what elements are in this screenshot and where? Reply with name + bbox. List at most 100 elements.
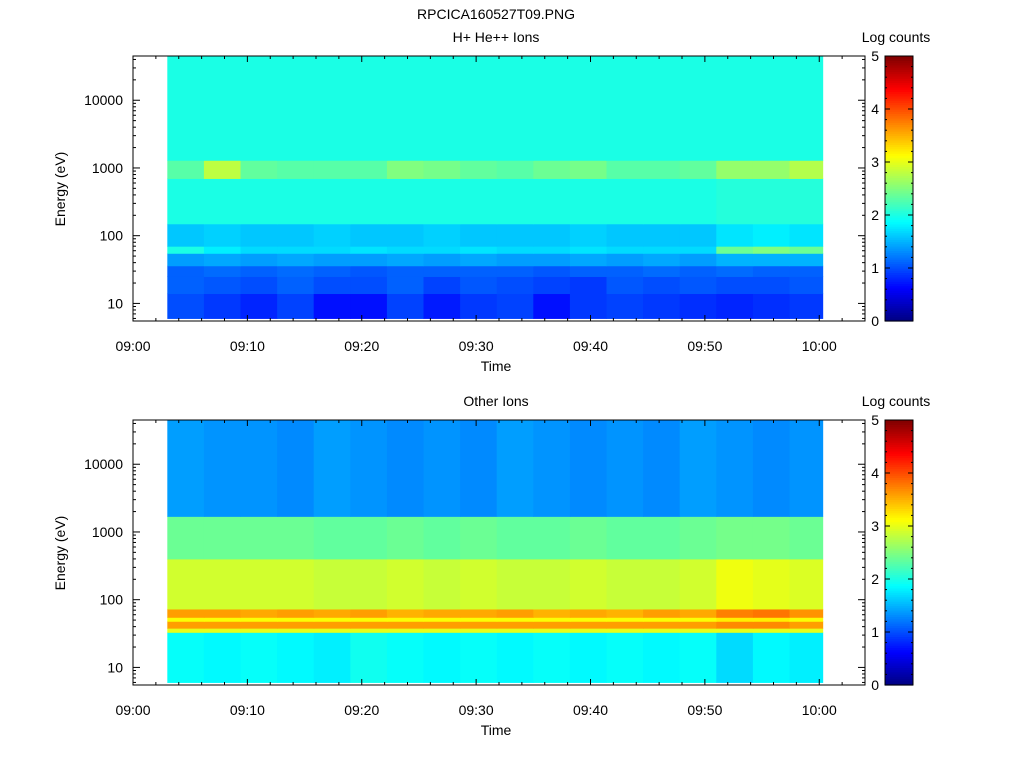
colorbar-tick-label: 0 (871, 677, 879, 693)
heatmap-cell (350, 276, 388, 295)
colorbar-segment (885, 614, 913, 618)
heatmap-cell (643, 223, 681, 247)
heatmap-cell (240, 265, 278, 277)
heatmap-cell (496, 617, 534, 622)
heatmap-cell (606, 516, 644, 560)
heatmap-cell (386, 276, 425, 295)
colorbar-segment (885, 104, 913, 108)
heatmap-cell (240, 628, 278, 633)
colorbar-segment (885, 461, 913, 465)
heatmap-cell (716, 632, 754, 683)
heatmap-cell (643, 293, 681, 319)
bottom-panel-title: Other Ions (463, 393, 529, 409)
colorbar-segment (885, 175, 913, 179)
heatmap-cell (313, 632, 351, 683)
colorbar-segment (885, 572, 913, 576)
colorbar-segment (885, 221, 913, 225)
heatmap-cell (752, 56, 791, 161)
heatmap-cell (679, 160, 717, 179)
colorbar-segment (885, 261, 913, 265)
heatmap-cell (496, 558, 534, 610)
heatmap-cell (350, 223, 388, 247)
colorbar-segment (885, 676, 913, 679)
heatmap-cell (533, 420, 571, 517)
colorbar-segment (885, 133, 913, 137)
heatmap-cell (167, 632, 205, 683)
heatmap-cell (716, 265, 754, 277)
colorbar-segment (885, 651, 913, 655)
heatmap-cell (496, 178, 534, 225)
colorbar-segment (885, 159, 913, 163)
heatmap-cell (679, 420, 717, 517)
colorbar-segment (885, 86, 913, 90)
heatmap-cell (277, 223, 315, 247)
colorbar-segment (885, 168, 913, 172)
heatmap-cell (167, 276, 205, 295)
heatmap-cell (350, 516, 388, 560)
colorbar-segment (885, 215, 913, 218)
colorbar-segment (885, 307, 913, 311)
colorbar-segment (885, 155, 913, 159)
colorbar-segment (885, 250, 913, 254)
heatmap-cell (167, 516, 205, 560)
heatmap-cell (313, 608, 351, 618)
colorbar-segment (885, 245, 913, 249)
colorbar-segment (885, 638, 913, 642)
heatmap-cell (789, 265, 824, 277)
heatmap-cell (496, 56, 534, 161)
colorbar-segment (885, 318, 913, 322)
heatmap-cell (606, 608, 644, 618)
heatmap-cell (386, 265, 425, 277)
heatmap-cell (496, 608, 534, 618)
heatmap-cell (752, 558, 791, 610)
heatmap-cell (533, 293, 571, 319)
heatmap-cell (643, 253, 681, 267)
heatmap-cell (423, 223, 461, 247)
heatmap-cell (752, 628, 791, 633)
colorbar-tick-label: 5 (871, 48, 879, 64)
heatmap-cell (789, 632, 824, 683)
colorbar-segment (885, 521, 913, 525)
heatmap-cell (679, 621, 717, 629)
heatmap-cell (569, 160, 608, 179)
heatmap-cell (386, 293, 425, 319)
heatmap-cell (350, 253, 388, 267)
top-colorbar-label: Log counts (861, 29, 931, 45)
heatmap-cell (277, 293, 315, 319)
x-tick-label: 09:20 (344, 338, 379, 354)
heatmap-cell (496, 420, 534, 517)
heatmap-cell (460, 632, 498, 683)
x-tick-label: 10:00 (802, 702, 837, 718)
colorbar-segment (885, 503, 913, 507)
heatmap-cell (203, 420, 242, 517)
heatmap-cell (679, 617, 717, 622)
heatmap-cell (716, 621, 754, 629)
heatmap-cell (313, 253, 351, 267)
heatmap-cell (423, 608, 461, 618)
colorbar-segment (885, 58, 913, 62)
heatmap-cell (752, 160, 791, 179)
colorbar-segment (885, 153, 913, 156)
colorbar-segment (885, 82, 913, 86)
heatmap-cell (277, 246, 315, 254)
colorbar-tick-label: 3 (871, 154, 879, 170)
heatmap-cell (789, 516, 824, 560)
heatmap-cell (350, 265, 388, 277)
heatmap-cell (533, 628, 571, 633)
colorbar-segment (885, 292, 913, 296)
heatmap-cell (533, 516, 571, 560)
heatmap-cell (350, 420, 388, 517)
colorbar-segment (885, 312, 913, 315)
heatmap-cell (752, 178, 791, 225)
colorbar-segment (885, 298, 913, 302)
heatmap-cell (386, 558, 425, 610)
heatmap-cell (313, 558, 351, 610)
colorbar-segment (885, 276, 913, 280)
x-tick-label: 09:10 (230, 338, 265, 354)
heatmap-cell (496, 160, 534, 179)
colorbar-segment (885, 166, 913, 170)
x-tick-label: 09:40 (573, 338, 608, 354)
heatmap-cell (752, 516, 791, 560)
colorbar-segment (885, 550, 913, 554)
